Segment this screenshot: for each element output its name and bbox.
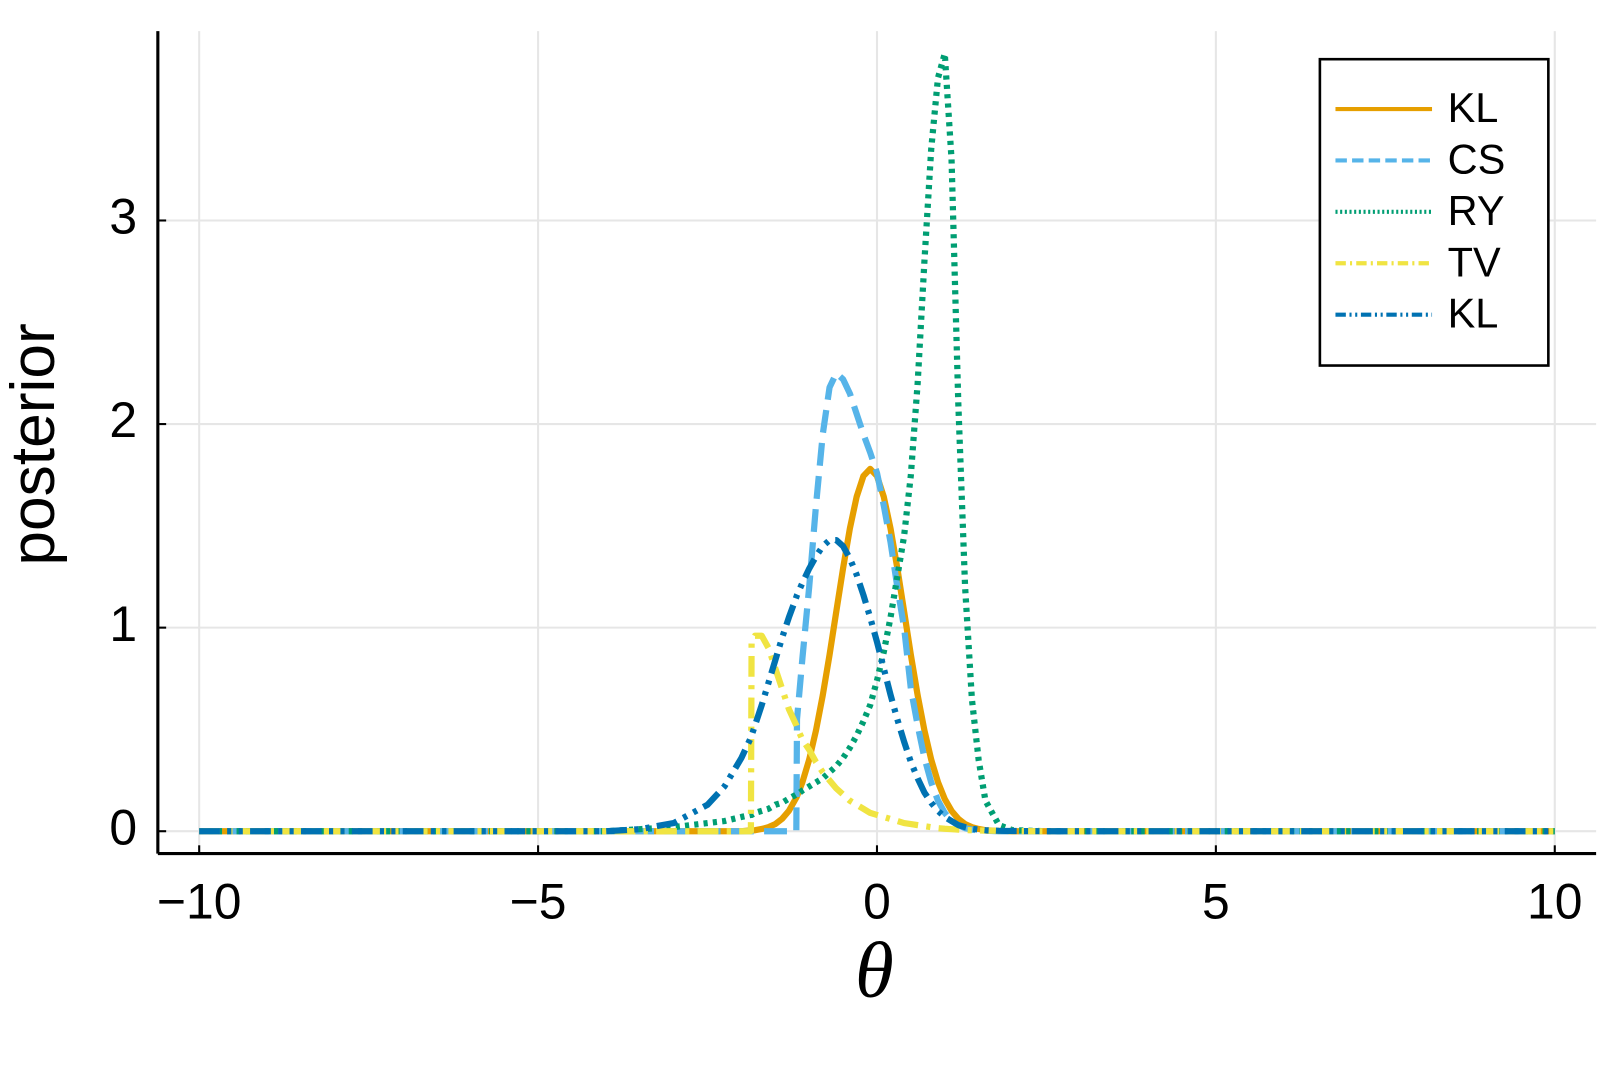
legend-label: CS [1448,135,1506,182]
x-tick-label: 5 [1202,874,1230,930]
legend-label: KL [1448,290,1499,337]
x-tick-label: 0 [863,874,891,930]
legend-label: TV [1448,238,1501,285]
y-tick-label: 1 [109,596,137,652]
x-axis-label: θ [855,927,894,1014]
line-series [199,632,1555,835]
y-tick-label: 0 [109,799,137,855]
x-tick-label: −10 [157,874,242,930]
y-axis-label: posterior [0,323,68,565]
y-tick-label: 3 [109,189,137,245]
legend-label: KL [1448,84,1499,131]
y-tick-label: 2 [109,392,137,448]
line-series [199,50,1555,835]
line-series [199,536,1555,835]
legend-label: RY [1448,187,1505,234]
x-tick-label: 10 [1527,874,1582,930]
x-tick-label: −5 [510,874,567,930]
